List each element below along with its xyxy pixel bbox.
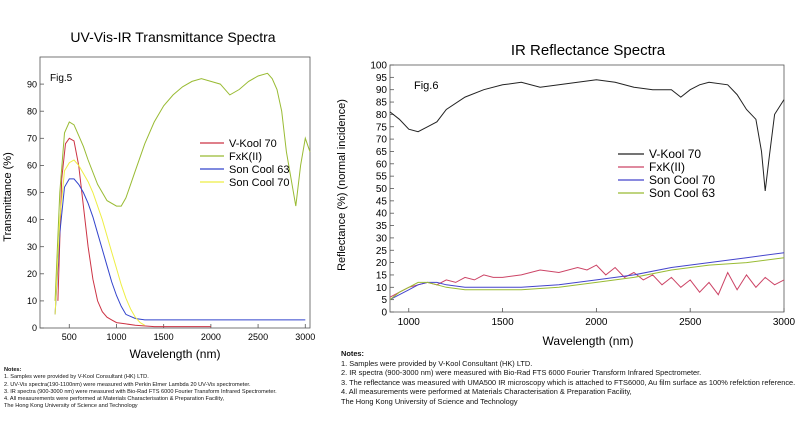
x-axis-label: Wavelength (nm) xyxy=(543,334,634,348)
note-line: The Hong Kong University of Science and … xyxy=(341,396,518,406)
legend-label: Son Cool 63 xyxy=(649,186,715,200)
y-axis-label: Reflectance (%) (normal incidence) xyxy=(336,99,348,271)
y-tick-label: 60 xyxy=(376,159,388,170)
y-tick-label: 20 xyxy=(27,269,37,279)
y-tick-label: 30 xyxy=(376,233,388,244)
x-tick-label: 1000 xyxy=(106,332,126,342)
x-axis-label: Wavelength (nm) xyxy=(130,347,221,361)
plot-frame xyxy=(389,64,785,313)
reflectance-chart: IR Reflectance Spectra Reflectance (%) (… xyxy=(336,42,796,348)
y-tick-label: 10 xyxy=(376,283,388,294)
y-tick-label: 90 xyxy=(376,85,388,96)
note-line: 1. Samples were provided by V-Kool Consu… xyxy=(4,374,149,381)
notes-header: Notes: xyxy=(4,367,22,373)
note-line: 3. The reflectance was measured with UMA… xyxy=(341,377,796,387)
x-tick-label: 1000 xyxy=(398,317,421,328)
transmittance-chart: UV-Vis-IR Transmittance Spectra Transmit… xyxy=(2,29,315,361)
y-tick-label: 20 xyxy=(376,258,388,269)
note-line: 1. Samples were provided by V-Kool Consu… xyxy=(341,358,533,368)
y-tick-label: 55 xyxy=(376,172,388,183)
notes-left: Notes: 1. Samples were provided by V-Koo… xyxy=(4,367,277,411)
series-line xyxy=(54,72,311,301)
y-tick-label: 60 xyxy=(27,161,37,171)
y-tick-label: 30 xyxy=(27,242,37,252)
y-tick-label: 85 xyxy=(376,98,388,109)
note-line: 3. IR spectra (900-3000 nm) were measure… xyxy=(4,388,277,395)
y-axis-label: Transmittance (%) xyxy=(2,152,14,241)
series-line xyxy=(54,178,306,321)
y-tick-label: 0 xyxy=(32,323,37,333)
y-tick-label: 65 xyxy=(376,147,388,158)
series-line xyxy=(389,264,785,298)
y-tick-label: 75 xyxy=(376,122,388,133)
series-group xyxy=(389,79,785,301)
series-line xyxy=(57,137,211,328)
note-line: 4. All measurements were performed at Ma… xyxy=(4,396,225,403)
note-line: The Hong Kong University of Science and … xyxy=(4,403,138,410)
y-tick-label: 0 xyxy=(381,308,387,319)
fig-label: Fig.6 xyxy=(414,80,438,92)
y-tick-label: 15 xyxy=(376,270,388,281)
series-line xyxy=(54,159,146,326)
x-tick-label: 1500 xyxy=(154,332,174,342)
x-tick-label: 1500 xyxy=(491,317,514,328)
y-tick-label: 50 xyxy=(27,188,37,198)
y-tick-label: 90 xyxy=(27,79,37,89)
y-tick-label: 40 xyxy=(27,215,37,225)
legend-label: Son Cool 70 xyxy=(229,177,290,189)
y-tick-label: 5 xyxy=(381,295,387,306)
x-tick-label: 2500 xyxy=(248,332,268,342)
y-tick-label: 25 xyxy=(376,246,388,257)
x-tick-label: 3000 xyxy=(773,317,796,328)
y-tick-label: 95 xyxy=(376,73,388,84)
chart-title: IR Reflectance Spectra xyxy=(511,42,666,59)
legend-label: V-Kool 70 xyxy=(229,138,277,150)
y-tick-label: 50 xyxy=(376,184,388,195)
legend-label: FxK(II) xyxy=(649,160,685,174)
y-tick-label: 40 xyxy=(376,209,388,220)
notes-right: Notes: 1. Samples were provided by V-Koo… xyxy=(341,349,795,407)
note-line: 2. IR spectra (900-3000 nm) were measure… xyxy=(341,368,702,378)
series-group xyxy=(54,72,311,328)
legend-label: Son Cool 63 xyxy=(229,164,290,176)
plot-frame xyxy=(39,56,311,329)
note-line: 4. All measurements were performed at Ma… xyxy=(341,387,632,397)
chart-title: UV-Vis-IR Transmittance Spectra xyxy=(70,29,275,45)
y-tick-label: 10 xyxy=(27,296,37,306)
x-tick-label: 2000 xyxy=(201,332,221,342)
y-tick-label: 70 xyxy=(376,135,388,146)
legend-label: V-Kool 70 xyxy=(649,147,701,161)
notes-header: Notes: xyxy=(341,349,364,358)
x-tick-label: 3000 xyxy=(295,332,315,342)
x-tick-label: 2000 xyxy=(585,317,608,328)
series-line xyxy=(389,79,785,192)
y-tick-label: 80 xyxy=(27,106,37,116)
axis-ticks: 500 1000 1500 2000 2500 3000 0 10 20 30 40 50 60 70 80… xyxy=(27,79,315,342)
y-tick-label: 100 xyxy=(370,61,387,72)
y-tick-label: 45 xyxy=(376,196,388,207)
x-tick-label: 2500 xyxy=(679,317,702,328)
x-tick-label: 500 xyxy=(62,332,77,342)
note-line: 2. UV-Vis spectra(190-1100nm) were measu… xyxy=(4,381,251,388)
series-line xyxy=(389,252,785,301)
series-line xyxy=(389,257,785,300)
legend-label: FxK(II) xyxy=(229,151,262,163)
fig-label: Fig.5 xyxy=(50,73,73,84)
y-tick-label: 80 xyxy=(376,110,388,121)
y-tick-label: 70 xyxy=(27,133,37,143)
y-tick-label: 35 xyxy=(376,221,388,232)
legend-label: Son Cool 70 xyxy=(649,173,715,187)
